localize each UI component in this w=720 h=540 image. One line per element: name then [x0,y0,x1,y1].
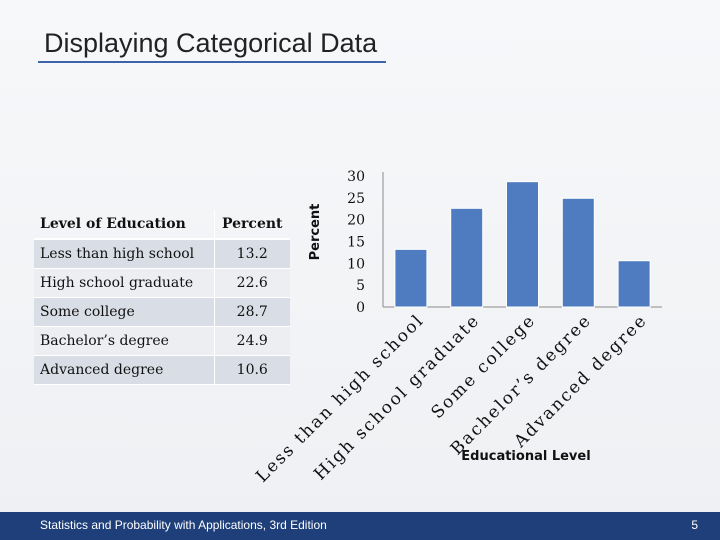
row-percent: 10.6 [213,355,290,385]
table-row: Less than high school 13.2 [34,239,290,269]
bar [506,181,539,308]
y-axis-title: Percent [308,204,323,261]
row-label: Less than high school [34,239,214,269]
header-percent: Percent [213,210,290,240]
slide-title: Displaying Categorical Data [44,28,378,58]
table-row: Advanced degree 10.6 [34,355,290,385]
row-label: Advanced degree [34,355,214,385]
footer-bar [0,512,720,540]
row-label: Some college [34,297,214,327]
y-tick-label: 25 [347,191,365,207]
row-percent: 28.7 [213,297,290,327]
x-tick-label: Some college [428,310,541,423]
row-percent: 24.9 [213,326,290,356]
row-percent: 22.6 [213,268,290,298]
y-tick-label: 15 [347,235,365,251]
footer-citation: Statistics and Probability with Applicat… [40,518,327,532]
table-row: Some college 28.7 [34,297,290,327]
y-tick-label: 5 [356,278,365,294]
page-number: 5 [691,518,698,532]
table-header-row: Level of Education Percent [34,210,290,240]
education-table: Level of Education Percent Less than hig… [34,210,290,385]
header-level-of-education: Level of Education [34,210,214,240]
bar [561,197,595,308]
bar [450,207,484,308]
row-percent: 13.2 [213,239,290,269]
bar [617,260,651,308]
bar [394,248,428,308]
y-tick-label: 0 [356,300,365,316]
row-label: Bachelor’s degree [34,326,214,356]
row-label: High school graduate [34,268,214,298]
table-row: Bachelor’s degree 24.9 [34,326,290,356]
table-row: High school graduate 22.6 [34,268,290,298]
y-tick-label: 10 [347,256,365,272]
title-underline [38,61,386,63]
y-tick-label: 30 [347,169,365,185]
x-axis-title: Educational Level [461,449,590,464]
y-tick-label: 20 [347,213,365,229]
